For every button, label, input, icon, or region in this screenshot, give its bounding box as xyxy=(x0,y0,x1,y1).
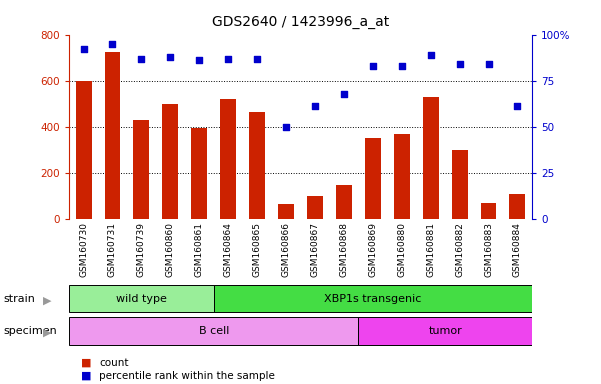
Text: strain: strain xyxy=(3,293,35,304)
Bar xyxy=(481,203,496,219)
Bar xyxy=(451,150,468,219)
Point xyxy=(397,63,406,69)
Text: wild type: wild type xyxy=(116,293,167,304)
Point xyxy=(281,124,291,130)
Point xyxy=(136,55,146,61)
Point xyxy=(224,55,233,61)
Point xyxy=(368,63,377,69)
Text: GSM160880: GSM160880 xyxy=(397,222,406,277)
Text: GSM160860: GSM160860 xyxy=(166,222,175,277)
Point xyxy=(484,61,493,67)
Text: ■: ■ xyxy=(81,358,91,368)
Text: GSM160731: GSM160731 xyxy=(108,222,117,277)
Bar xyxy=(307,196,323,219)
Text: GSM160730: GSM160730 xyxy=(79,222,88,277)
Text: tumor: tumor xyxy=(429,326,462,336)
Bar xyxy=(358,317,532,345)
Bar xyxy=(76,81,91,219)
Point xyxy=(310,103,320,109)
Bar xyxy=(278,204,294,219)
Point xyxy=(513,103,522,109)
Bar xyxy=(105,52,120,219)
Text: ■: ■ xyxy=(81,371,91,381)
Bar xyxy=(220,99,236,219)
Bar xyxy=(162,104,178,219)
Text: GSM160861: GSM160861 xyxy=(195,222,204,277)
Point xyxy=(252,55,262,61)
Text: GSM160867: GSM160867 xyxy=(311,222,320,277)
Point xyxy=(108,41,117,47)
Text: count: count xyxy=(99,358,129,368)
Bar xyxy=(336,185,352,219)
Bar xyxy=(133,120,150,219)
Text: B cell: B cell xyxy=(198,326,229,336)
Text: GSM160865: GSM160865 xyxy=(252,222,261,277)
Point xyxy=(426,52,436,58)
Point xyxy=(339,91,349,97)
Text: XBP1s transgenic: XBP1s transgenic xyxy=(324,293,421,304)
Text: GSM160881: GSM160881 xyxy=(426,222,435,277)
Text: percentile rank within the sample: percentile rank within the sample xyxy=(99,371,275,381)
Bar xyxy=(69,317,358,345)
Text: GSM160864: GSM160864 xyxy=(224,222,233,277)
Bar xyxy=(423,97,439,219)
Bar xyxy=(191,128,207,219)
Text: ▶: ▶ xyxy=(43,295,52,306)
Bar xyxy=(69,285,214,313)
Text: GSM160884: GSM160884 xyxy=(513,222,522,277)
Text: GSM160869: GSM160869 xyxy=(368,222,377,277)
Bar xyxy=(365,138,381,219)
Point xyxy=(165,54,175,60)
Text: GSM160866: GSM160866 xyxy=(281,222,290,277)
Text: GDS2640 / 1423996_a_at: GDS2640 / 1423996_a_at xyxy=(212,15,389,29)
Text: GSM160882: GSM160882 xyxy=(455,222,464,277)
Point xyxy=(455,61,465,67)
Point xyxy=(195,57,204,63)
Bar xyxy=(510,194,525,219)
Bar xyxy=(249,112,265,219)
Text: ▶: ▶ xyxy=(43,328,52,338)
Text: GSM160868: GSM160868 xyxy=(340,222,349,277)
Bar xyxy=(214,285,532,313)
Text: GSM160883: GSM160883 xyxy=(484,222,493,277)
Text: GSM160739: GSM160739 xyxy=(137,222,146,277)
Bar xyxy=(394,134,410,219)
Point xyxy=(79,46,88,52)
Text: specimen: specimen xyxy=(3,326,56,336)
